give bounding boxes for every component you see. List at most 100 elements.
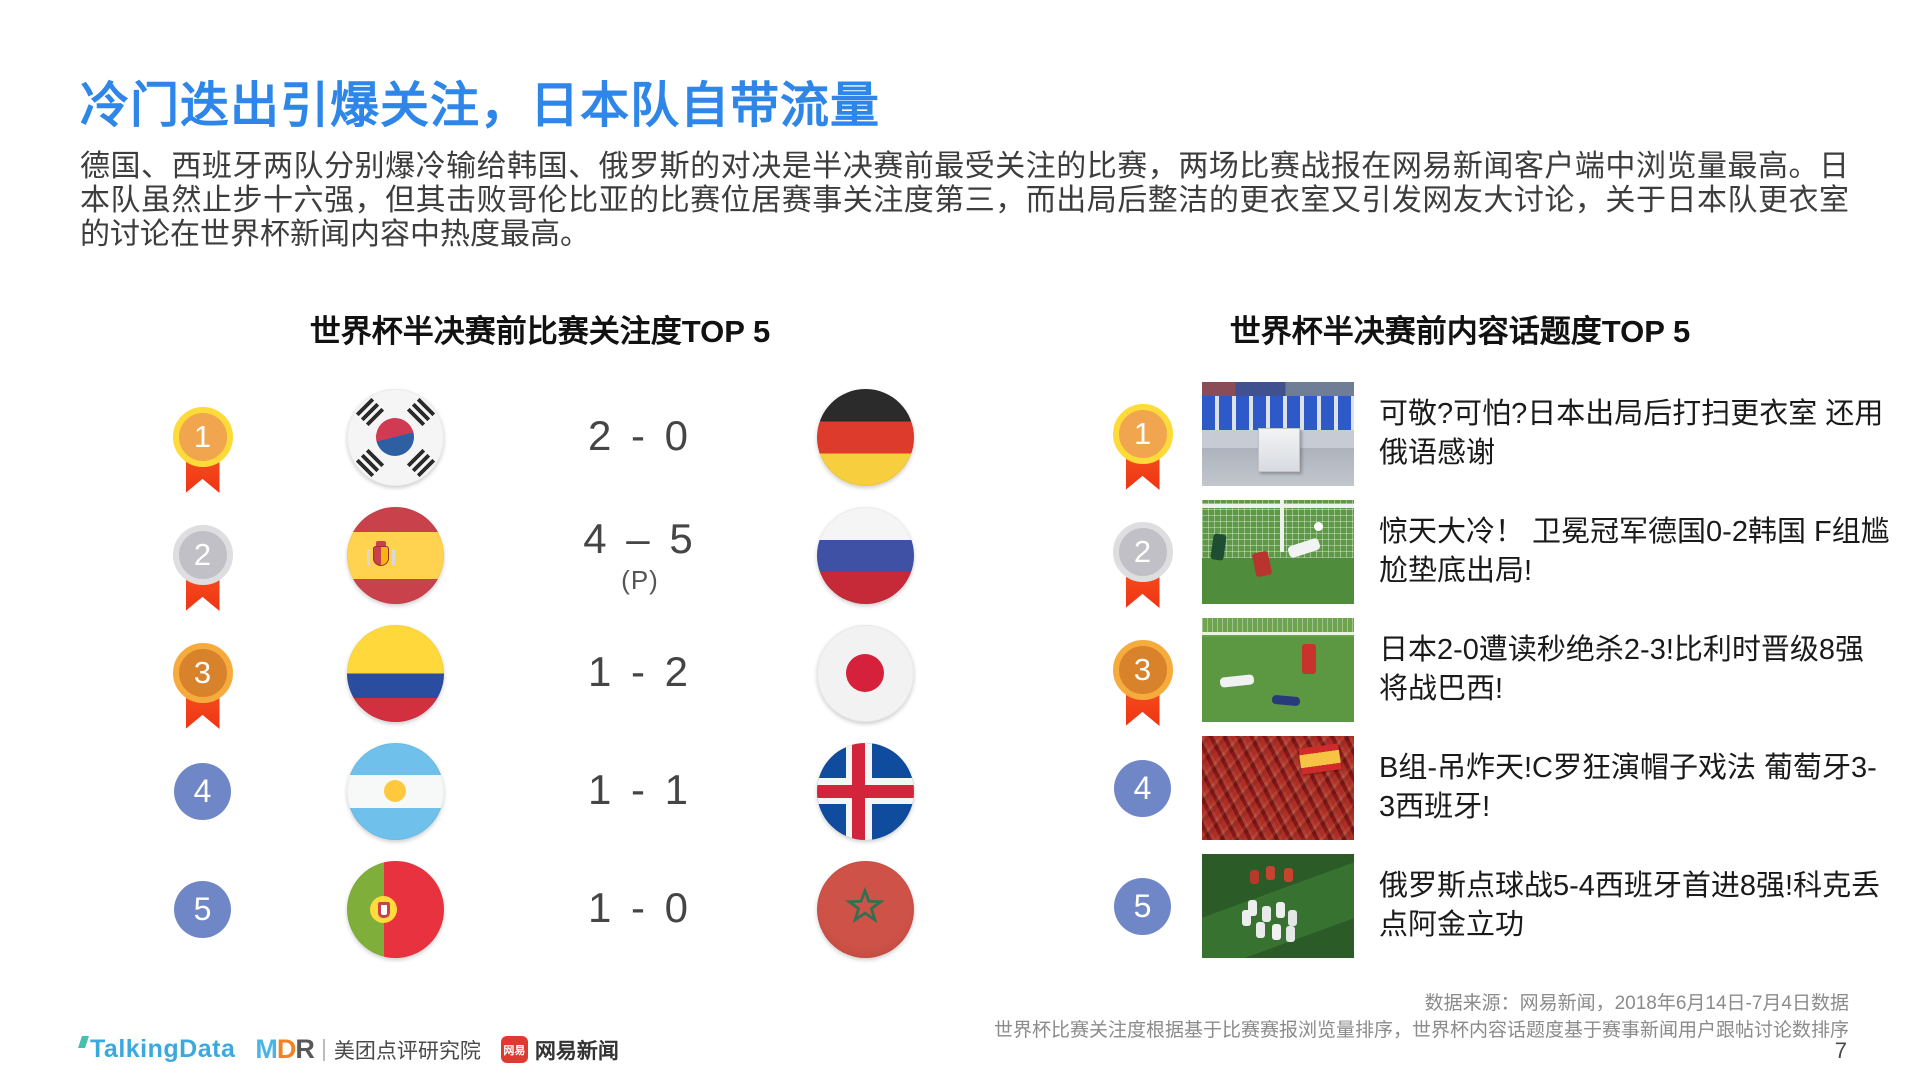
- flag-part: [852, 742, 865, 840]
- match-score: 4 – 5: [583, 514, 697, 562]
- netease-news-logo: 网易 网易新闻: [500, 1035, 619, 1065]
- bronze-medal-icon: 3: [1112, 640, 1173, 726]
- silver-medal-icon: 2: [172, 525, 233, 611]
- mdr-label: 美团点评研究院: [333, 1039, 481, 1063]
- match-row-4: 4 1 - 1: [135, 732, 970, 850]
- thumb-part: [1219, 674, 1254, 688]
- thumb-part: [1201, 396, 1354, 430]
- flag-japan-icon: [816, 624, 914, 722]
- source-line-1: 数据来源：网易新闻，2018年6月14日-7月4日数据: [1424, 993, 1849, 1014]
- flag-part: [391, 548, 395, 565]
- thumb-part: [1297, 743, 1342, 775]
- news-thumbnail-celebration: [1201, 854, 1354, 958]
- silver-medal-icon: 2: [1112, 522, 1173, 608]
- flag-part: [406, 448, 435, 477]
- match-row-5: 5 1 - 0: [135, 850, 970, 968]
- thumb-part: [1279, 500, 1284, 552]
- talkingdata-logo: TalkingData: [78, 1035, 236, 1064]
- mdr-letter-d: D: [276, 1034, 296, 1064]
- talkingdata-wordmark: TalkingData: [90, 1035, 236, 1063]
- logo-divider: [322, 1038, 325, 1061]
- flag-germany-icon: [816, 388, 914, 486]
- flag-part: [377, 901, 390, 918]
- rank-number: 1: [172, 407, 233, 467]
- match-row-3: 3 1 - 2: [135, 614, 970, 732]
- rank-number: 3: [172, 643, 233, 703]
- match-score: 1 - 0: [587, 884, 693, 931]
- news-thumbnail-goal-scene: [1201, 500, 1354, 604]
- flag-part: [371, 413, 419, 461]
- netease-badge-icon: 网易: [500, 1036, 528, 1063]
- news-row-2: 2 惊天大冷！ 卫冕冠军德国0-2韩国 F组尴尬垫底出局!: [1095, 493, 1895, 611]
- match-ranking-list: 1 2 - 0 2: [135, 378, 970, 968]
- thumb-part: [1301, 644, 1316, 674]
- thumb-part: [1201, 500, 1354, 558]
- news-thumbnail-locker-room: [1201, 382, 1354, 486]
- flag-part: [406, 397, 435, 426]
- flag-russia-icon: [816, 506, 914, 604]
- flag-part: [355, 397, 384, 426]
- thumb-part: [1201, 632, 1354, 635]
- bronze-medal-icon: 3: [172, 643, 233, 729]
- thumb-part: [1271, 694, 1300, 707]
- rank-badge: 4: [174, 762, 231, 820]
- flag-part: [846, 654, 884, 692]
- news-row-3: 3 日本2-0遭读秒绝杀2-3!比利时晋级8强将战巴西!: [1095, 611, 1895, 729]
- news-thumbnail-pitch-scene: [1201, 618, 1354, 722]
- source-line-2: 世界杯比赛关注度根据基于比赛赛报浏览量排序，世界杯内容话题度基于赛事新闻用户跟帖…: [993, 1020, 1849, 1041]
- news-thumbnail-fans-crowd: [1201, 736, 1354, 840]
- rank-badge: 5: [1114, 877, 1171, 935]
- news-row-1: 1 可敬?可怕?日本出局后打扫更衣室 还用俄语感谢: [1095, 375, 1895, 493]
- match-row-1: 1 2 - 0: [135, 378, 970, 496]
- flag-part: [366, 548, 370, 565]
- flag-spain-icon: [346, 506, 444, 604]
- flag-morocco-icon: [816, 860, 914, 958]
- match-score: 1 - 1: [587, 766, 693, 813]
- thumb-part: [1201, 382, 1354, 396]
- meituan-dianping-logo: MDR 美团点评研究院: [255, 1034, 481, 1065]
- rank-number: 1: [1112, 404, 1173, 464]
- talkingdata-tick-icon: [78, 1036, 89, 1048]
- page-number: 7: [1834, 1038, 1847, 1063]
- flag-south-korea-icon: [346, 388, 444, 486]
- thumb-part: [1257, 428, 1300, 472]
- news-headline: B组-吊炸天!C罗狂演帽子戏法 葡萄牙3-3西班牙!: [1379, 752, 1877, 823]
- thumb-part: [1201, 504, 1354, 508]
- flag-colombia-icon: [346, 624, 444, 722]
- news-headline: 惊天大冷！ 卫冕冠军德国0-2韩国 F组尴尬垫底出局!: [1379, 516, 1890, 587]
- netease-label: 网易新闻: [534, 1039, 619, 1063]
- news-ranking-list: 1 可敬?可怕?日本出局后打扫更衣室 还用俄语感谢 2: [1095, 375, 1895, 965]
- penalty-note: (P): [621, 564, 659, 595]
- news-row-5: 5 俄罗斯点球战5-4西班牙首进8强!科克丢点阿金立功: [1095, 847, 1895, 965]
- thumb-part: [1201, 618, 1354, 632]
- rank-number: 2: [1112, 522, 1173, 582]
- match-row-2: 2 4 – 5 (P): [135, 496, 970, 614]
- news-headline: 可敬?可怕?日本出局后打扫更衣室 还用俄语感谢: [1379, 398, 1884, 469]
- flag-part: [355, 448, 384, 477]
- thumb-part: [1247, 900, 1257, 916]
- thumb-part: [1313, 522, 1323, 531]
- flag-argentina-icon: [346, 742, 444, 840]
- rank-badge: 5: [174, 880, 231, 938]
- flag-part: [816, 784, 914, 798]
- intro-paragraph: 德国、西班牙两队分别爆冷输给韩国、俄罗斯的对决是半决赛前最受关注的比赛，两场比赛…: [80, 150, 1849, 251]
- page-title: 冷门迭出引爆关注，日本队自带流量: [80, 79, 881, 133]
- flag-portugal-icon: [346, 860, 444, 958]
- rank-number: 2: [172, 525, 233, 585]
- match-score: 1 - 2: [587, 648, 693, 695]
- mdr-letter-m: M: [255, 1034, 277, 1064]
- flag-part: [366, 540, 395, 571]
- rank-badge: 4: [1114, 759, 1171, 817]
- footer-logos: TalkingData MDR 美团点评研究院 网易 网易新闻: [78, 1034, 619, 1065]
- right-panel-header: 世界杯半决赛前内容话题度TOP 5: [1229, 314, 1691, 349]
- mdr-letter-r: R: [295, 1034, 314, 1064]
- flag-iceland-icon: [816, 742, 914, 840]
- news-headline: 俄罗斯点球战5-4西班牙首进8强!科克丢点阿金立功: [1379, 870, 1881, 941]
- news-row-4: 4 B组-吊炸天!C罗狂演帽子戏法 葡萄牙3-3西班牙!: [1095, 729, 1895, 847]
- thumb-part: [1265, 866, 1275, 880]
- news-headline: 日本2-0遭读秒绝杀2-3!比利时晋级8强将战巴西!: [1379, 634, 1865, 705]
- data-source-note: 数据来源：网易新闻，2018年6月14日-7月4日数据 世界杯比赛关注度根据基于…: [994, 990, 1849, 1044]
- match-score: 2 - 0: [587, 412, 693, 459]
- rank-number: 3: [1112, 640, 1173, 700]
